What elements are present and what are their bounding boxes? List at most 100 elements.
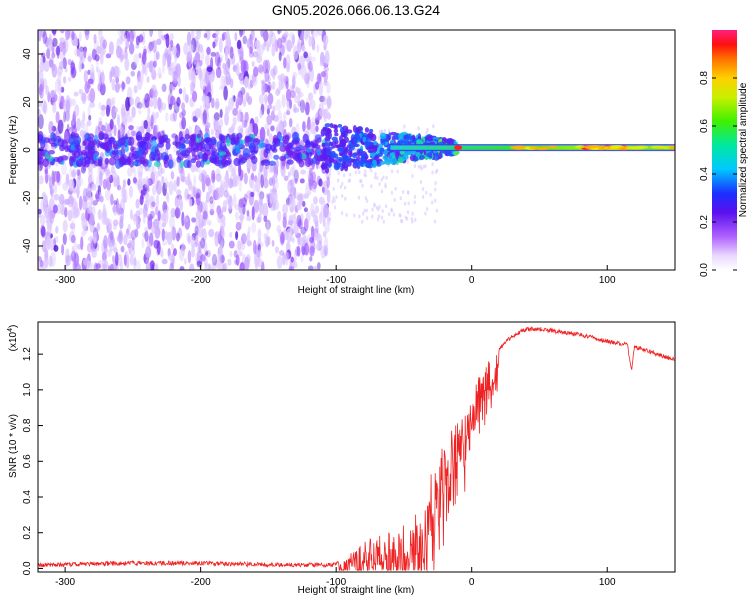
- band-blob: [305, 158, 312, 168]
- noise-blob: [129, 209, 133, 221]
- noise-blob: [65, 99, 71, 115]
- noise-blob: [169, 95, 176, 106]
- noise-blob: [297, 90, 301, 101]
- faint-dot: [378, 182, 381, 187]
- noise-blob: [308, 35, 312, 47]
- noise-blob: [69, 222, 76, 230]
- faint-dot: [425, 207, 429, 212]
- noise-blob: [318, 196, 325, 205]
- faint-dot: [413, 194, 417, 199]
- x-tick-label: 0: [469, 275, 475, 286]
- noise-blob: [292, 45, 299, 60]
- band-blob: [314, 139, 319, 146]
- noise-blob: [125, 96, 130, 112]
- transition-blob: [426, 152, 432, 158]
- noise-blob: [67, 58, 72, 66]
- noise-blob: [234, 96, 241, 103]
- faint-dot: [365, 216, 369, 221]
- noise-blob: [283, 175, 289, 181]
- noise-blob: [234, 211, 239, 221]
- band-blob: [75, 158, 84, 168]
- y-tick-label: -20: [22, 190, 33, 205]
- faint-dot: [432, 124, 435, 129]
- noise-blob: [297, 62, 302, 71]
- noise-blob: [112, 106, 116, 121]
- transition-blob: [353, 143, 360, 148]
- band-blob: [268, 160, 276, 166]
- noise-blob: [43, 60, 50, 73]
- transition-blob: [362, 136, 367, 143]
- noise-blob: [300, 226, 307, 235]
- noise-blob: [217, 57, 223, 64]
- noise-blob: [326, 97, 332, 108]
- band-blob: [229, 134, 236, 141]
- noise-blob: [146, 62, 152, 69]
- noise-blob: [110, 193, 114, 206]
- colorbar-label: Normalized spectral amplitude: [738, 82, 749, 217]
- band-blob: [78, 151, 85, 156]
- band-blob: [291, 139, 299, 144]
- y-tick-label: 0.4: [22, 490, 33, 504]
- noise-blob: [232, 193, 237, 209]
- noise-blob: [101, 258, 108, 270]
- noise-blob: [153, 263, 159, 270]
- transition-blob: [342, 125, 349, 131]
- band-blob: [82, 140, 87, 147]
- band-blob: [224, 160, 231, 166]
- noise-blob: [181, 116, 187, 130]
- noise-blob: [297, 100, 302, 107]
- noise-blob: [133, 85, 138, 94]
- noise-blob: [214, 101, 220, 110]
- noise-blob: [263, 215, 268, 223]
- noise-blob: [285, 197, 291, 206]
- noise-blob: [276, 123, 283, 134]
- band-blob: [163, 160, 169, 169]
- band-blob: [50, 131, 56, 141]
- noise-blob: [145, 192, 150, 206]
- noise-blob: [151, 184, 157, 196]
- noise-blob: [191, 245, 196, 258]
- faint-dot: [390, 190, 394, 195]
- noise-blob: [62, 76, 67, 84]
- transition-blob: [379, 132, 387, 140]
- noise-blob: [86, 260, 91, 268]
- faint-dot: [345, 212, 348, 217]
- noise-blob: [53, 244, 59, 252]
- transition-blob: [349, 158, 357, 163]
- noise-blob: [62, 182, 69, 191]
- noise-blob: [133, 168, 137, 180]
- transition-blob: [331, 140, 337, 149]
- noise-blob: [183, 42, 189, 55]
- band-blob: [129, 158, 134, 168]
- faint-dot: [399, 196, 403, 201]
- noise-blob: [51, 30, 57, 35]
- noise-blob: [282, 252, 286, 266]
- noise-blob: [111, 236, 115, 247]
- noise-blob: [211, 253, 218, 266]
- noise-blob: [243, 172, 248, 185]
- noise-blob: [55, 45, 61, 56]
- faint-dot: [406, 190, 410, 195]
- noise-blob: [53, 183, 58, 194]
- noise-blob: [95, 65, 99, 73]
- noise-blob: [154, 111, 160, 119]
- noise-blob: [322, 34, 329, 46]
- noise-blob: [144, 226, 149, 232]
- band-blob: [68, 136, 76, 146]
- noise-blob: [293, 107, 300, 113]
- noise-blob: [131, 106, 136, 118]
- noise-blob: [288, 265, 295, 270]
- noise-blob: [158, 98, 163, 113]
- noise-blob: [270, 32, 277, 47]
- noise-blob: [320, 204, 324, 218]
- noise-blob: [96, 224, 101, 234]
- signal-hotspot: [574, 145, 585, 149]
- noise-blob: [282, 216, 287, 229]
- noise-blob: [124, 57, 130, 71]
- noise-blob: [69, 166, 73, 179]
- noise-blob: [218, 37, 223, 53]
- transition-blob: [356, 161, 361, 170]
- noise-blob: [193, 174, 197, 187]
- band-blob: [108, 136, 116, 145]
- noise-blob: [229, 231, 233, 238]
